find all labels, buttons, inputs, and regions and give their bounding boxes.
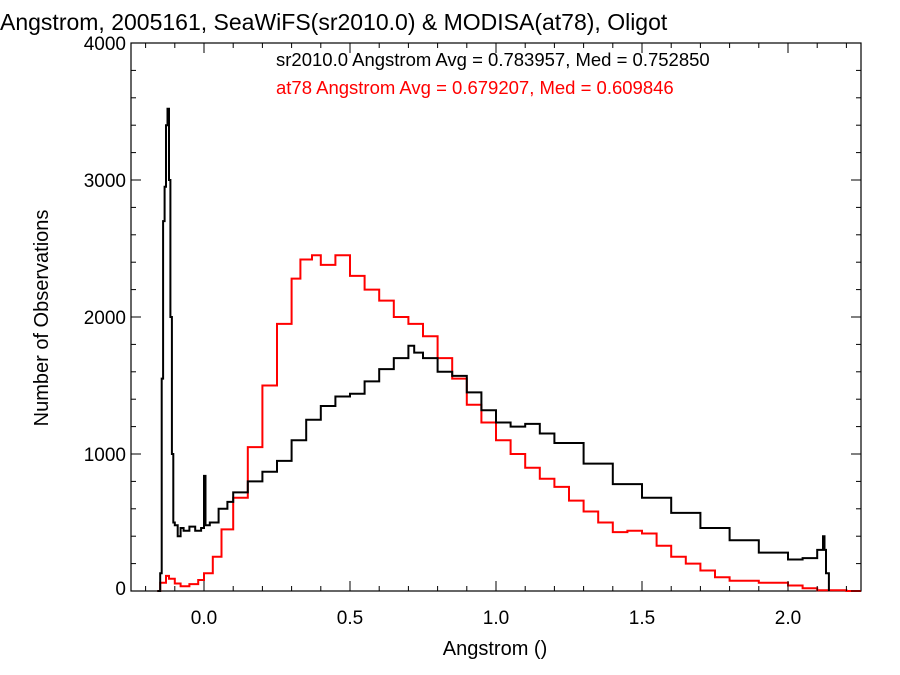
annotation-at78: at78 Angstrom Avg = 0.679207, Med = 0.60… bbox=[276, 77, 674, 98]
x-tick-label: 1.0 bbox=[483, 608, 509, 629]
chart-title: Angstrom, 2005161, SeaWiFS(sr2010.0) & M… bbox=[0, 9, 668, 35]
y-tick-label: 2000 bbox=[84, 308, 126, 329]
series-sr2010-line bbox=[157, 107, 830, 592]
x-axis-label: Angstrom () bbox=[443, 638, 547, 660]
y-tick-label: 3000 bbox=[84, 171, 126, 192]
plot-area bbox=[130, 42, 862, 592]
x-tick-label: 0.5 bbox=[337, 608, 363, 629]
x-tick-label: 0.0 bbox=[191, 608, 217, 629]
x-tick-label: 1.5 bbox=[629, 608, 655, 629]
annotation-sr2010: sr2010.0 Angstrom Avg = 0.783957, Med = … bbox=[276, 49, 710, 70]
series-layer bbox=[157, 107, 861, 592]
x-tick-label: 2.0 bbox=[775, 608, 801, 629]
y-tick-label: 4000 bbox=[84, 34, 126, 55]
plot-frame bbox=[130, 42, 862, 592]
y-tick-label: 1000 bbox=[84, 445, 126, 466]
axis-ticks: 0.0 0.5 1.0 1.5 2.0 0 1000 2000 3000 4000 bbox=[84, 34, 861, 629]
y-tick-label: 0 bbox=[115, 579, 126, 600]
y-axis-label: Number of Observations bbox=[31, 210, 53, 427]
series-at78-line bbox=[157, 254, 861, 592]
